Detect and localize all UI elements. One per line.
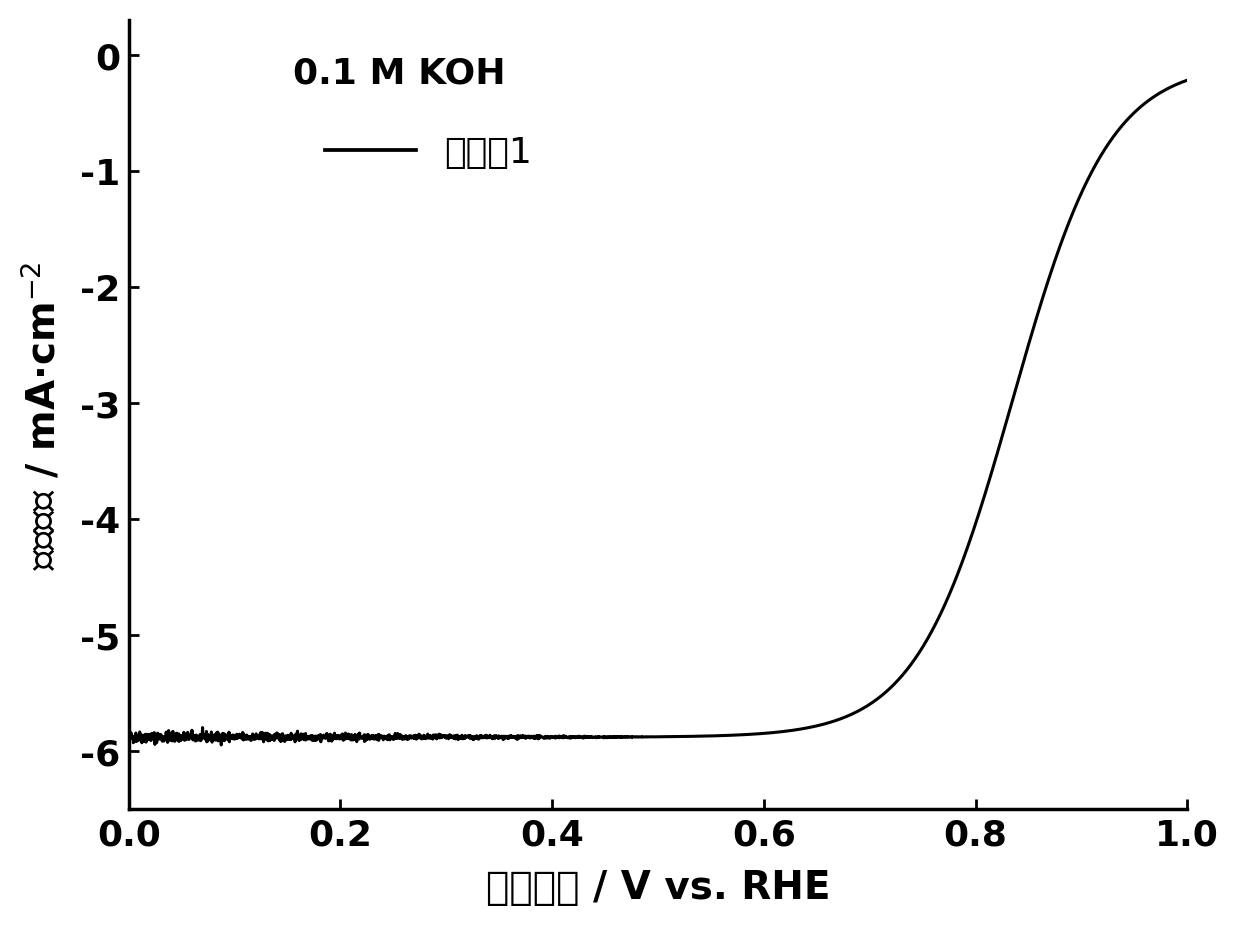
Y-axis label: 电流密度 / mA·cm$^{-2}$: 电流密度 / mA·cm$^{-2}$: [21, 260, 63, 569]
Text: 0.1 M KOH: 0.1 M KOH: [293, 57, 506, 90]
X-axis label: 电极电势 / V vs. RHE: 电极电势 / V vs. RHE: [486, 869, 831, 907]
Legend: 实施例1: 实施例1: [311, 121, 547, 184]
